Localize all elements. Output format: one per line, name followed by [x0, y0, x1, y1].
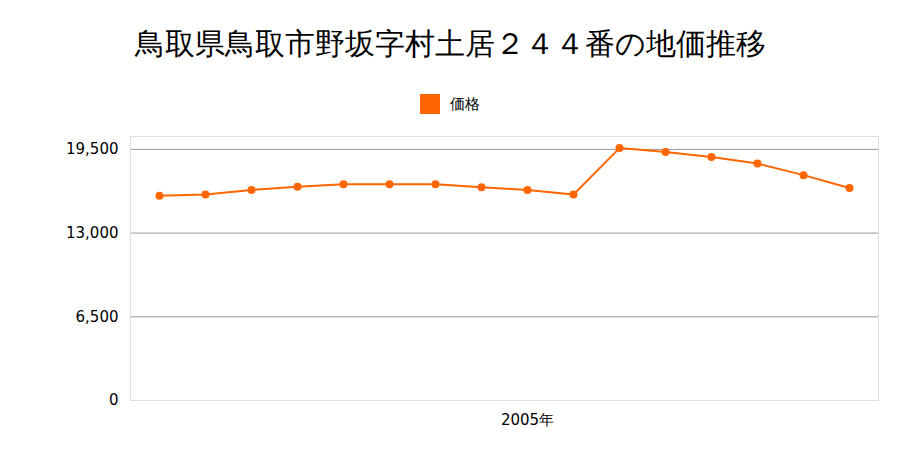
svg-text:2005年: 2005年	[501, 411, 554, 429]
svg-text:0: 0	[109, 391, 119, 409]
svg-text:13,000: 13,000	[66, 224, 119, 242]
html-text:価格: 価格	[450, 94, 480, 113]
svg-text:19,500: 19,500	[66, 140, 119, 158]
html-text:鳥取県鳥取市野坂字村土居２４４番の地価推移: 鳥取県鳥取市野坂字村土居２４４番の地価推移	[134, 26, 766, 61]
svg-text:6,500: 6,500	[76, 308, 119, 326]
